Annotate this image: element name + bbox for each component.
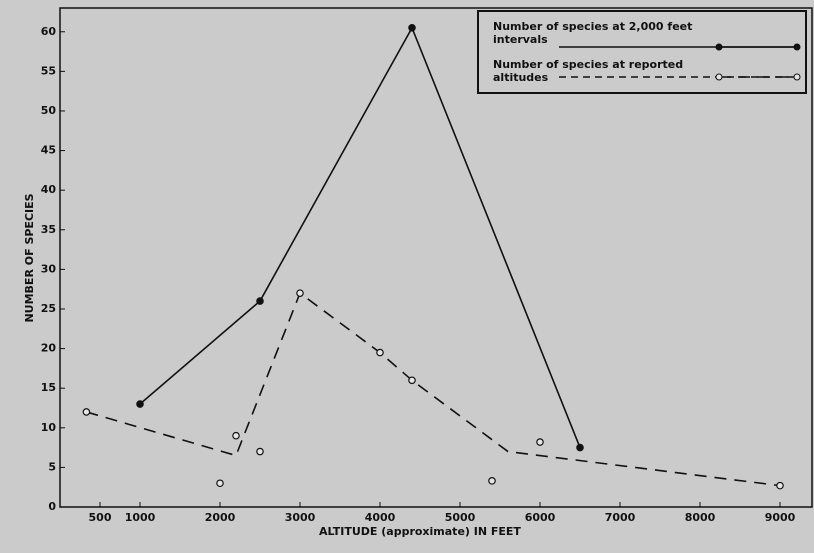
legend-marker bbox=[715, 73, 723, 81]
y-tick-label: 15 bbox=[41, 381, 56, 394]
series-line bbox=[86, 291, 781, 487]
data-point bbox=[488, 477, 496, 485]
y-tick-label: 35 bbox=[41, 223, 56, 236]
y-tick-label: 5 bbox=[48, 460, 56, 473]
plot-frame bbox=[59, 7, 813, 508]
x-tick-label: 2000 bbox=[205, 511, 236, 524]
legend-label: Number of species at 2,000 feet interval… bbox=[493, 20, 693, 46]
data-point bbox=[376, 348, 384, 357]
legend-label: Number of species at reported altitudes bbox=[493, 58, 684, 84]
legend: Number of species at 2,000 feet interval… bbox=[477, 10, 807, 94]
data-point bbox=[408, 376, 416, 385]
y-tick-label: 0 bbox=[48, 500, 56, 513]
series-line bbox=[139, 25, 581, 448]
data-point bbox=[256, 297, 264, 305]
y-tick-label: 60 bbox=[41, 25, 57, 38]
legend-samples bbox=[559, 43, 801, 81]
y-tick-label: 25 bbox=[41, 302, 56, 315]
x-tick-label: 5000 bbox=[445, 511, 476, 524]
data-point bbox=[232, 431, 240, 440]
legend-marker bbox=[793, 43, 801, 51]
data-point bbox=[256, 447, 264, 456]
x-axis-label: ALTITUDE (approximate) IN FEET bbox=[319, 525, 521, 538]
x-tick-label: 8000 bbox=[685, 511, 716, 524]
data-point bbox=[216, 479, 224, 488]
data-point bbox=[536, 438, 544, 446]
x-tick-label: 9000 bbox=[765, 511, 796, 524]
x-tick-label: 1000 bbox=[125, 511, 156, 524]
data-point bbox=[136, 400, 144, 408]
legend-marker bbox=[793, 73, 801, 81]
x-tick-label: 500 bbox=[89, 511, 112, 524]
y-tick-label: 45 bbox=[41, 144, 56, 157]
y-tick-label: 20 bbox=[41, 342, 57, 355]
x-tick-label: 7000 bbox=[605, 511, 636, 524]
y-tick-label: 30 bbox=[41, 262, 57, 275]
y-tick-label: 10 bbox=[41, 421, 57, 434]
y-tick-label: 50 bbox=[41, 104, 57, 117]
y-axis-label: NUMBER OF SPECIES bbox=[23, 193, 36, 322]
x-tick-label: 3000 bbox=[285, 511, 316, 524]
data-point bbox=[408, 24, 416, 32]
data-point bbox=[776, 481, 784, 490]
data-point bbox=[296, 289, 304, 297]
x-tick-label: 4000 bbox=[365, 511, 396, 524]
data-point bbox=[82, 408, 91, 416]
legend-marker bbox=[715, 43, 723, 51]
y-tick-label: 55 bbox=[41, 64, 56, 77]
x-tick-label: 6000 bbox=[525, 511, 556, 524]
y-tick-label: 40 bbox=[41, 183, 57, 196]
data-point bbox=[576, 443, 584, 452]
